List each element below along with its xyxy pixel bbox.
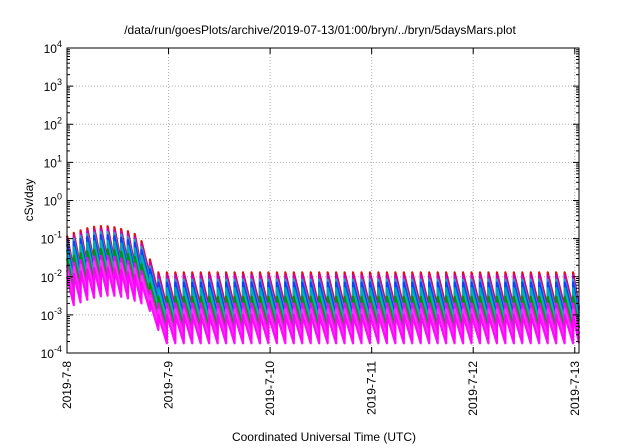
- y-tick-label: 10-2: [41, 268, 62, 285]
- x-tick-label: 2019-7-9: [162, 361, 176, 409]
- series-line-9: [65, 266, 581, 345]
- series-group: [65, 225, 581, 345]
- y-tick-label: 10-3: [41, 306, 62, 323]
- y-tick-label: 10-1: [41, 230, 62, 247]
- chart-title: /data/run/goesPlots/archive/2019-07-13/0…: [124, 23, 516, 37]
- grid: [67, 48, 579, 353]
- x-tick-label: 2019-7-8: [60, 361, 74, 409]
- tick-group: 2019-7-8 2019-7-9 2019-7-10 2019-7-11 2019-7…: [41, 39, 582, 416]
- series-line-8: [65, 259, 581, 340]
- y-tick-label: 101: [44, 153, 62, 170]
- x-tick-label: 2019-7-11: [365, 361, 379, 415]
- y-tick-label: 104: [44, 39, 62, 56]
- x-tick-label: 2019-7-12: [466, 361, 480, 416]
- x-axis-label: Coordinated Universal Time (UTC): [232, 430, 416, 444]
- x-tick-label: 2019-7-10: [263, 361, 277, 416]
- x-tick-label: 2019-7-13: [568, 361, 582, 416]
- y-axis-label: cSv/day: [22, 179, 36, 222]
- series-line-5: [65, 239, 581, 322]
- y-tick-label: 100: [44, 192, 62, 209]
- y-tick-label: 10-4: [41, 344, 62, 361]
- y-tick-label: 102: [44, 115, 62, 132]
- series-line-6: [65, 247, 581, 330]
- y-tick-label: 103: [44, 77, 62, 94]
